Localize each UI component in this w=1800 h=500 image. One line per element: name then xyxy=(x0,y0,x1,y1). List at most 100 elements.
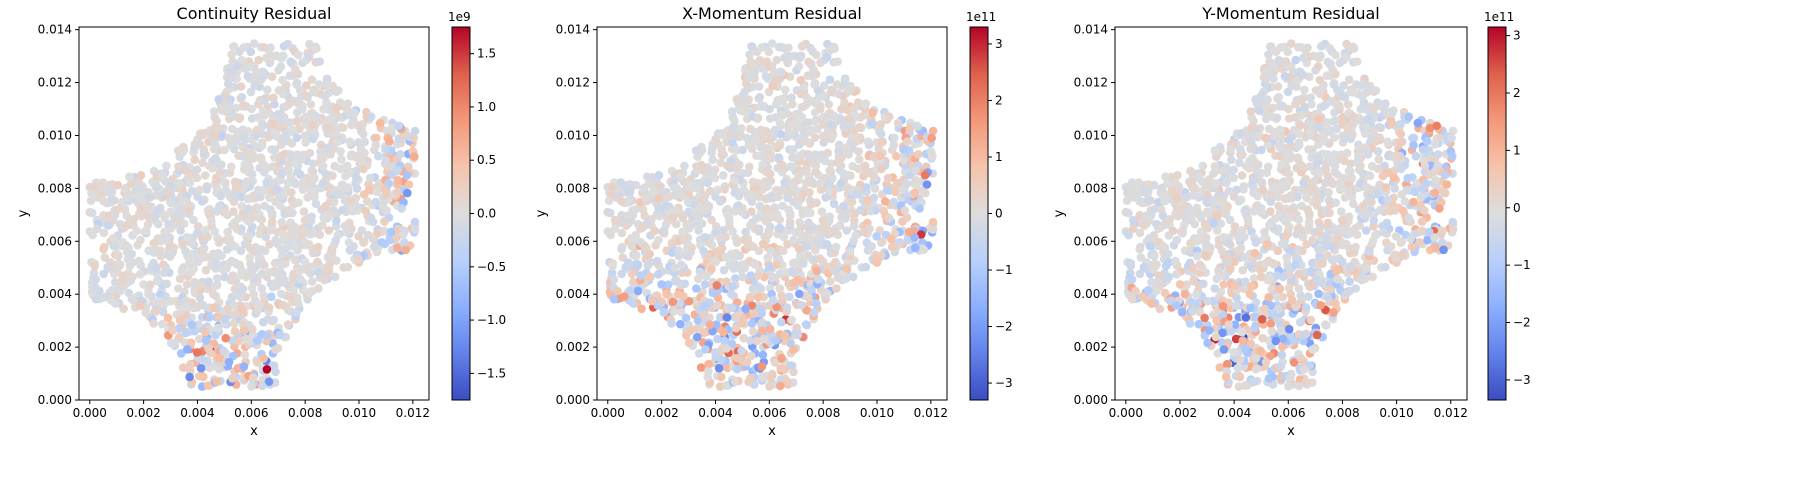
scatter-point xyxy=(294,266,303,276)
scatter-point xyxy=(703,178,713,187)
scatter-point xyxy=(748,190,757,200)
scatter-point xyxy=(827,173,837,183)
scatter-point xyxy=(693,211,703,220)
scatter-point xyxy=(1222,360,1232,369)
scatter-point xyxy=(1407,242,1417,252)
x-tick-label: 0.012 xyxy=(396,406,430,420)
scatter-point xyxy=(638,184,648,194)
y-tick-label: 0.014 xyxy=(38,23,72,37)
scatter-point xyxy=(693,274,703,284)
scatter-point xyxy=(777,67,786,77)
scatter-point xyxy=(795,114,804,124)
scatter-point xyxy=(249,206,258,215)
scatter-point xyxy=(212,377,222,387)
scatter-point xyxy=(188,186,197,196)
scatter-point xyxy=(111,299,120,308)
scatter-point xyxy=(640,192,650,202)
scatter-point xyxy=(741,227,750,237)
scatter-point xyxy=(1345,229,1355,238)
scatter-point xyxy=(215,161,225,170)
scatter-point xyxy=(277,229,287,238)
scatter-point xyxy=(1237,171,1247,180)
scatter-point xyxy=(114,262,124,271)
scatter-point xyxy=(756,143,766,152)
scatter-point xyxy=(159,260,168,270)
scatter-point xyxy=(115,286,125,296)
scatter-point xyxy=(832,284,841,293)
scatter-point xyxy=(336,164,345,174)
scatter-point xyxy=(205,161,214,171)
scatter-point xyxy=(720,185,729,194)
scatter-point xyxy=(201,336,211,345)
scatter-point xyxy=(136,235,145,245)
scatter-point xyxy=(1397,237,1407,246)
scatter-point xyxy=(284,233,294,243)
scatter-point xyxy=(229,207,238,216)
scatter-point xyxy=(681,313,691,323)
scatter-point xyxy=(330,272,340,282)
scatter-point xyxy=(1202,207,1212,217)
scatter-point xyxy=(636,271,646,280)
scatter-point xyxy=(277,289,286,299)
scatter-point xyxy=(227,50,236,59)
scatter-point xyxy=(912,121,922,131)
scatter-point xyxy=(608,182,617,192)
scatter-point xyxy=(324,143,333,152)
scatter-point xyxy=(1264,292,1274,302)
scatter-point xyxy=(204,313,214,322)
scatter-point xyxy=(1308,345,1317,354)
scatter-point xyxy=(1336,207,1346,216)
scatter-point xyxy=(617,196,626,206)
scatter-point xyxy=(295,124,304,134)
scatter-point xyxy=(194,301,204,311)
scatter-point xyxy=(779,232,789,242)
scatter-point xyxy=(244,57,254,66)
scatter-point xyxy=(1136,253,1146,262)
scatter-point xyxy=(722,137,731,147)
scatter-point xyxy=(727,303,736,313)
scatter-point xyxy=(1164,258,1174,267)
scatter-point xyxy=(777,353,786,363)
scatter-point xyxy=(916,230,926,239)
scatter-point xyxy=(208,129,218,139)
chart-title: Continuity Residual xyxy=(177,4,332,23)
scatter-point xyxy=(738,145,747,155)
scatter-point xyxy=(667,319,676,328)
scatter-point xyxy=(825,212,834,221)
scatter-point xyxy=(786,119,796,129)
scatter-point xyxy=(1313,244,1323,254)
scatter-point xyxy=(647,214,656,224)
scatter-point xyxy=(808,255,817,265)
scatter-point xyxy=(778,111,787,120)
scatter-point xyxy=(189,215,198,225)
scatter-point xyxy=(766,246,776,256)
scatter-point xyxy=(803,71,813,80)
scatter-point xyxy=(353,254,363,263)
scatter-point xyxy=(385,137,394,146)
scatter-point xyxy=(610,224,620,233)
scatter-point xyxy=(738,208,747,217)
scatter-point xyxy=(605,208,615,218)
scatter-point xyxy=(675,298,684,308)
scatter-point xyxy=(291,308,301,317)
scatter-point xyxy=(742,133,752,143)
scatter-point xyxy=(343,262,353,272)
scatter-point xyxy=(741,304,750,314)
scatter-point xyxy=(738,272,747,282)
scatter-point xyxy=(315,57,325,66)
scatter-point xyxy=(149,239,159,248)
scatter-point xyxy=(815,103,825,112)
scatter-point xyxy=(1368,272,1377,282)
scatter-point xyxy=(336,147,345,156)
scatter-point xyxy=(654,203,663,212)
scatter-point xyxy=(394,121,404,131)
scatter-point xyxy=(313,242,323,252)
scatter-point xyxy=(911,175,921,185)
scatter-point xyxy=(716,158,725,168)
scatter-point xyxy=(396,150,405,159)
scatter-point xyxy=(638,223,647,232)
scatter-point xyxy=(684,296,694,306)
scatter-point xyxy=(826,159,836,168)
x-tick-label: 0.008 xyxy=(288,406,322,420)
scatter-point xyxy=(761,71,771,81)
